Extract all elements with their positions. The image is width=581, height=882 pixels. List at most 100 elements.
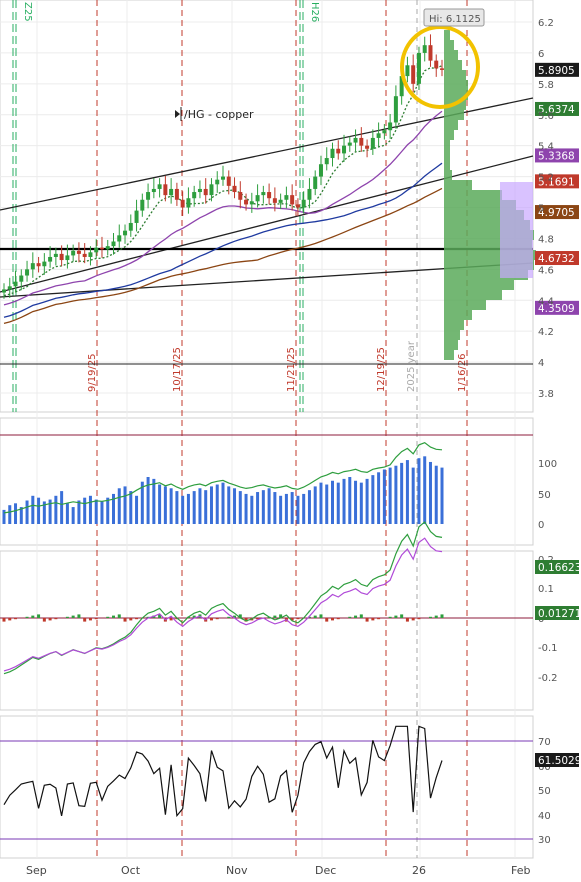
candle-body — [226, 176, 231, 186]
candle-body — [169, 188, 174, 196]
profile-bar — [444, 110, 464, 120]
y-tick-label: 4.4 — [538, 296, 554, 307]
volume-bar — [83, 497, 87, 524]
volume-bar — [123, 486, 127, 524]
macd-histogram-bar — [37, 614, 41, 618]
rsi-value: 61.5029 — [538, 755, 581, 767]
candle-body — [123, 230, 128, 236]
profile-bar — [444, 40, 454, 50]
price-tag: 4.9705 — [538, 207, 575, 219]
candle-body — [411, 65, 416, 84]
profile-bar — [444, 350, 454, 360]
moving-averages — [3, 65, 443, 325]
price-tag: 4.6732 — [538, 253, 575, 265]
volume-bar — [106, 497, 110, 524]
profile-bar — [444, 80, 468, 90]
candle-body — [209, 184, 214, 196]
macd-histogram-bar — [331, 618, 334, 621]
macd-histogram-bar — [42, 618, 46, 622]
y-tick-label: 5.4 — [538, 142, 554, 153]
candle-body — [88, 252, 93, 257]
profile-bar — [444, 170, 452, 180]
candle-body — [261, 192, 266, 196]
y-tick-label: 6 — [538, 49, 544, 60]
volume-bar — [325, 484, 329, 524]
macd-histogram-bar — [48, 618, 52, 621]
profile-bar — [444, 210, 524, 220]
candle-body — [105, 246, 110, 250]
volume-indicator-line — [3, 442, 443, 514]
profile-bar — [444, 120, 458, 130]
macd-histogram-bar — [313, 615, 317, 618]
candle-body — [82, 253, 87, 257]
candle-body — [151, 188, 156, 193]
profile-bar — [444, 340, 458, 350]
indicator-panels: 1005000.20.10-0.1-0.20.166230.0127170605… — [0, 434, 581, 846]
macd-histogram-bar — [411, 618, 415, 621]
macd-histogram-bar — [400, 614, 404, 618]
volume-bar — [48, 499, 52, 524]
year-marker-label: 2025 year — [406, 340, 417, 392]
volume-bar — [428, 461, 432, 524]
macd-histogram-bar — [169, 618, 173, 621]
rsi-axis-label: 50 — [538, 786, 551, 797]
profile-bar — [444, 280, 514, 290]
volume-bar — [261, 490, 265, 524]
macd-histogram-bar — [25, 616, 29, 618]
volume-bar — [158, 484, 162, 524]
profile-bar — [444, 310, 472, 320]
volume-bar — [342, 478, 346, 524]
volume-bar — [348, 477, 352, 524]
profile-bar — [444, 70, 466, 80]
volume-bar — [336, 482, 340, 524]
profile-bar — [444, 200, 516, 210]
price-tag: 4.3509 — [538, 303, 575, 315]
macd-histogram-bar — [94, 618, 98, 620]
candle-body — [134, 210, 139, 223]
volume-bar — [192, 491, 196, 524]
candle-body — [290, 195, 295, 205]
candle-body — [232, 185, 237, 193]
macd-axis-label: -0.1 — [538, 643, 558, 654]
macd-histogram-bar — [112, 615, 115, 618]
macd-histogram-bar — [348, 616, 352, 618]
macd-value-box — [535, 560, 579, 574]
macd-histogram-bar — [405, 618, 409, 622]
macd-histogram-bar — [65, 616, 69, 618]
volume-bar — [94, 499, 98, 524]
profile-bar — [444, 130, 454, 140]
candle-body — [71, 250, 76, 256]
profile-bar — [444, 290, 502, 300]
volume-bar — [65, 503, 69, 524]
profile-bar — [444, 270, 528, 280]
candle-body — [376, 133, 381, 138]
volume-bar — [354, 480, 358, 524]
y-tick-label: 5.8 — [538, 80, 554, 91]
candle-body — [318, 164, 323, 177]
candle-body — [342, 145, 347, 154]
candle-body — [146, 192, 151, 200]
volume-bar — [146, 477, 150, 524]
macd-histogram-bar — [319, 614, 323, 618]
profile-bar — [444, 140, 450, 150]
date-marker-label: 11/21/25 — [286, 347, 297, 392]
candle-body — [180, 199, 185, 208]
profile-bar — [444, 30, 450, 40]
price-tag-box — [535, 148, 579, 163]
volume-bar — [400, 462, 404, 524]
candle-body — [19, 275, 24, 282]
macd-histogram-bar — [244, 618, 248, 622]
candle-body — [307, 188, 312, 200]
candle-body — [324, 158, 329, 165]
volume-bar — [42, 501, 46, 524]
candle-body — [192, 192, 197, 199]
profile-bar — [444, 230, 534, 240]
volume-bar — [302, 493, 306, 524]
rsi-line — [3, 725, 443, 818]
macd-histogram-bar — [2, 618, 6, 622]
volume-bar — [417, 458, 421, 524]
macd-histogram-bar — [359, 614, 363, 618]
volume-bar — [313, 486, 317, 524]
